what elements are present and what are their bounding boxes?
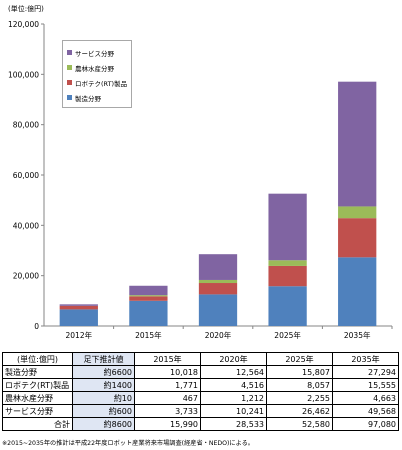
bar-segment (198, 279, 238, 284)
chart-area: (単位:億円) 0 20,000 40,000 60,000 80,000 100,000… (8, 5, 393, 340)
table-header-row: (単位:億円) 足下推計値 2015年 2020年 2025年 2035年 (2, 352, 399, 366)
legend-entry: サービス分野 (67, 45, 127, 60)
header-2015: 2015年 (134, 352, 201, 366)
value-cell: 1,212 (200, 391, 267, 405)
value-cell: 4,663 (332, 391, 399, 405)
bar-segment (198, 283, 238, 295)
chart-legend: サービス分野 農林水産分野ロボテク(RT)製品 製造分野 (62, 40, 132, 108)
bar-segment (268, 286, 307, 326)
legend-entry: 製造分野 (67, 90, 127, 105)
x-tick-label: 2012年 (66, 330, 93, 340)
x-tick-label: 2035年 (344, 330, 371, 340)
estimate-cell: 約10 (72, 391, 135, 405)
value-cell: 2,255 (266, 391, 333, 405)
estimate-cell: 約1400 (72, 378, 135, 392)
value-cell: 10,018 (134, 365, 201, 379)
value-cell: 49,568 (332, 404, 399, 418)
legend-swatch (67, 50, 72, 55)
row-label: 農林水産分野 (2, 391, 73, 405)
y-tick-label: 100,000 (8, 70, 39, 79)
bar-segment (268, 193, 307, 261)
value-cell: 15,990 (134, 417, 201, 431)
bar-segment (338, 257, 377, 326)
value-cell: 27,294 (332, 365, 399, 379)
header-unit: (単位:億円) (2, 352, 73, 366)
bar-segment (59, 309, 98, 326)
legend-entry: ロボテク(RT)製品 (67, 75, 127, 90)
bar-segment (198, 294, 238, 326)
value-cell: 467 (134, 391, 201, 405)
x-tick-label: 2015年 (135, 330, 162, 340)
value-cell: 1,771 (134, 378, 201, 392)
value-cell: 52,580 (266, 417, 333, 431)
legend-label: ロボテク(RT)製品 (75, 79, 128, 88)
bar-segment (268, 260, 307, 266)
value-cell: 15,555 (332, 378, 399, 392)
table-row: 製造分野 約6600 10,018 12,564 15,807 27,294 (2, 365, 399, 379)
bar-segment (198, 254, 238, 280)
bar-segment (338, 218, 377, 258)
value-cell: 10,241 (200, 404, 267, 418)
value-cell: 3,733 (134, 404, 201, 418)
estimate-cell: 約6600 (72, 365, 135, 379)
x-tick-label: 2025年 (274, 330, 301, 340)
y-tick-label: 80,000 (13, 121, 39, 130)
table-total-row: 合計 約8600 15,990 28,533 52,580 97,080 (2, 417, 399, 431)
estimate-cell: 約600 (72, 404, 135, 418)
header-estimate: 足下推計値 (72, 352, 135, 366)
legend-swatch (67, 95, 72, 100)
header-2025: 2025年 (266, 352, 333, 366)
row-label: 製造分野 (2, 365, 73, 379)
table-row: ロボテク(RT)製品 約1400 1,771 4,516 8,057 15,55… (2, 378, 399, 392)
data-table: (単位:億円) 足下推計値 2015年 2020年 2025年 2035年 製造… (2, 352, 399, 431)
y-unit-label: (単位:億円) (8, 5, 44, 13)
value-cell: 8,057 (266, 378, 333, 392)
bar-segment (129, 285, 168, 296)
value-cell: 4,516 (200, 378, 267, 392)
y-tick-label: 120,000 (8, 20, 39, 29)
stacked-bar-chart: 0 20,000 40,000 60,000 80,000 100,000 120,000 2… (8, 20, 393, 340)
row-label: 合計 (2, 417, 73, 431)
bar-segment (338, 81, 377, 207)
value-cell: 28,533 (200, 417, 267, 431)
row-label: ロボテク(RT)製品 (2, 378, 73, 392)
legend-label: 製造分野 (75, 94, 101, 103)
bar-segment (59, 305, 98, 310)
bar-segment (59, 304, 98, 306)
y-tick-label: 40,000 (13, 221, 39, 230)
bar-segment (338, 206, 377, 219)
legend-swatch (67, 80, 72, 85)
value-cell: 15,807 (266, 365, 333, 379)
legend-entry: 農林水産分野 (67, 60, 127, 75)
estimate-cell: 約8600 (72, 417, 135, 431)
x-tick-label: 2020年 (205, 330, 232, 340)
y-tick-label: 0 (34, 322, 39, 331)
legend-label: 農林水産分野 (75, 64, 114, 73)
header-2020: 2020年 (200, 352, 267, 366)
bar-segment (129, 295, 168, 297)
table-row: サービス分野 約600 3,733 10,241 26,462 49,568 (2, 404, 399, 418)
y-tick-label: 20,000 (13, 272, 39, 281)
header-2035: 2035年 (332, 352, 399, 366)
bar-segment (268, 265, 307, 287)
legend-swatch (67, 65, 72, 70)
bar-segment (129, 300, 168, 326)
value-cell: 97,080 (332, 417, 399, 431)
table-row: 農林水産分野 約10 467 1,212 2,255 4,663 (2, 391, 399, 405)
legend-label: サービス分野 (75, 49, 114, 58)
footnote: ※2015~2035年の推計は平成22年度ロボット産業将来市場調査(経産省・NE… (2, 440, 254, 447)
bar-segment (129, 296, 168, 301)
y-tick-label: 60,000 (13, 171, 39, 180)
row-label: サービス分野 (2, 404, 73, 418)
value-cell: 26,462 (266, 404, 333, 418)
value-cell: 12,564 (200, 365, 267, 379)
